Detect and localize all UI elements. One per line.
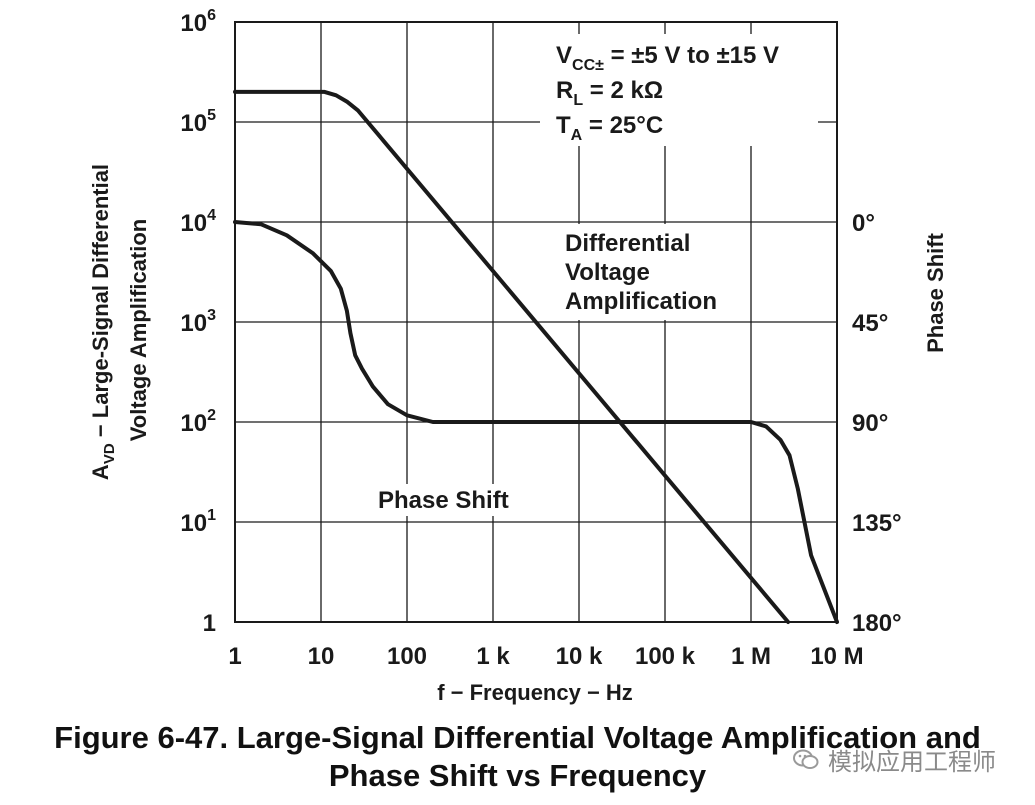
y-axis-label-subscript: VD — [101, 443, 118, 464]
x-tick-labels: 1 10 100 1 k 10 k 100 k 1 M 10 M — [228, 643, 863, 670]
y-tick-label: 102 — [180, 407, 216, 437]
y-tick-label: 101 — [180, 507, 216, 537]
condition-value: = 25°C — [582, 112, 663, 139]
y-tick-label: 104 — [180, 207, 216, 237]
plot-frame — [234, 21, 838, 623]
y2-tick-label: 45° — [852, 310, 888, 337]
y2-tick-label: 0° — [852, 210, 875, 237]
x-tick-label: 1 k — [476, 643, 510, 670]
condition-subscript: A — [571, 127, 583, 144]
condition-line: VCC± = ±5 V to ±15 V — [556, 42, 779, 74]
y-tick-label: 106 — [180, 7, 216, 37]
y2-tick-label: 180° — [852, 610, 902, 637]
phase-label-background — [370, 484, 526, 516]
condition-symbol: V — [556, 42, 572, 69]
y-axis-label-dash: − — [88, 418, 113, 443]
conditions-background — [540, 34, 818, 146]
y2-axis-label: Phase Shift — [923, 232, 948, 352]
phase-shift-curve — [233, 220, 839, 624]
x-tick-label: 100 k — [635, 643, 696, 670]
gain-series-label: Voltage — [565, 259, 650, 286]
condition-symbol: T — [556, 112, 571, 139]
figure-caption-line1: Figure 6-47. Large-Signal Differential V… — [54, 720, 981, 755]
y-tick-label: 1 — [203, 610, 216, 637]
x-tick-label: 10 k — [556, 643, 603, 670]
y-tick-labels: 106 105 104 103 102 101 1 — [180, 7, 216, 637]
x-tick-label: 10 — [308, 643, 335, 670]
condition-subscript: CC± — [572, 57, 604, 74]
y-axis-label: AVD − Large-Signal Differential — [88, 164, 118, 480]
condition-line: RL = 2 kΩ — [556, 77, 663, 109]
condition-value: = 2 kΩ — [583, 77, 663, 104]
condition-subscript: L — [573, 92, 583, 109]
condition-line: TA = 25°C — [556, 112, 663, 144]
condition-value: = ±5 V to ±15 V — [604, 42, 779, 69]
figure-caption-line2: Phase Shift vs Frequency — [328, 758, 707, 793]
y-tick-label: 103 — [180, 307, 216, 337]
x-tick-label: 10 M — [810, 643, 863, 670]
x-tick-label: 1 M — [731, 643, 771, 670]
y2-tick-label: 90° — [852, 410, 888, 437]
condition-symbol: R — [556, 77, 573, 104]
y2-tick-label: 135° — [852, 510, 902, 537]
x-tick-label: 1 — [228, 643, 241, 670]
differential-gain-curve — [233, 89, 791, 624]
wechat-icon — [793, 749, 819, 769]
y-tick-label: 105 — [180, 107, 216, 137]
y2-tick-labels: 0° 45° 90° 135° 180° — [852, 210, 902, 637]
y-axis-label-symbol: A — [88, 464, 113, 480]
gain-series-label: Amplification — [565, 288, 717, 315]
gain-series-label: Differential — [565, 230, 690, 257]
watermark: 模拟应用工程师 — [792, 742, 996, 777]
phase-series-label: Phase Shift — [378, 487, 509, 514]
y-axis-label-line2: Voltage Amplification — [126, 219, 151, 441]
gain-label-background — [558, 224, 738, 320]
x-tick-label: 100 — [387, 643, 427, 670]
x-axis-label: f − Frequency − Hz — [437, 680, 633, 705]
watermark-text: 模拟应用工程师 — [828, 748, 996, 776]
y-axis-label-line1: Large-Signal Differential — [88, 164, 113, 418]
